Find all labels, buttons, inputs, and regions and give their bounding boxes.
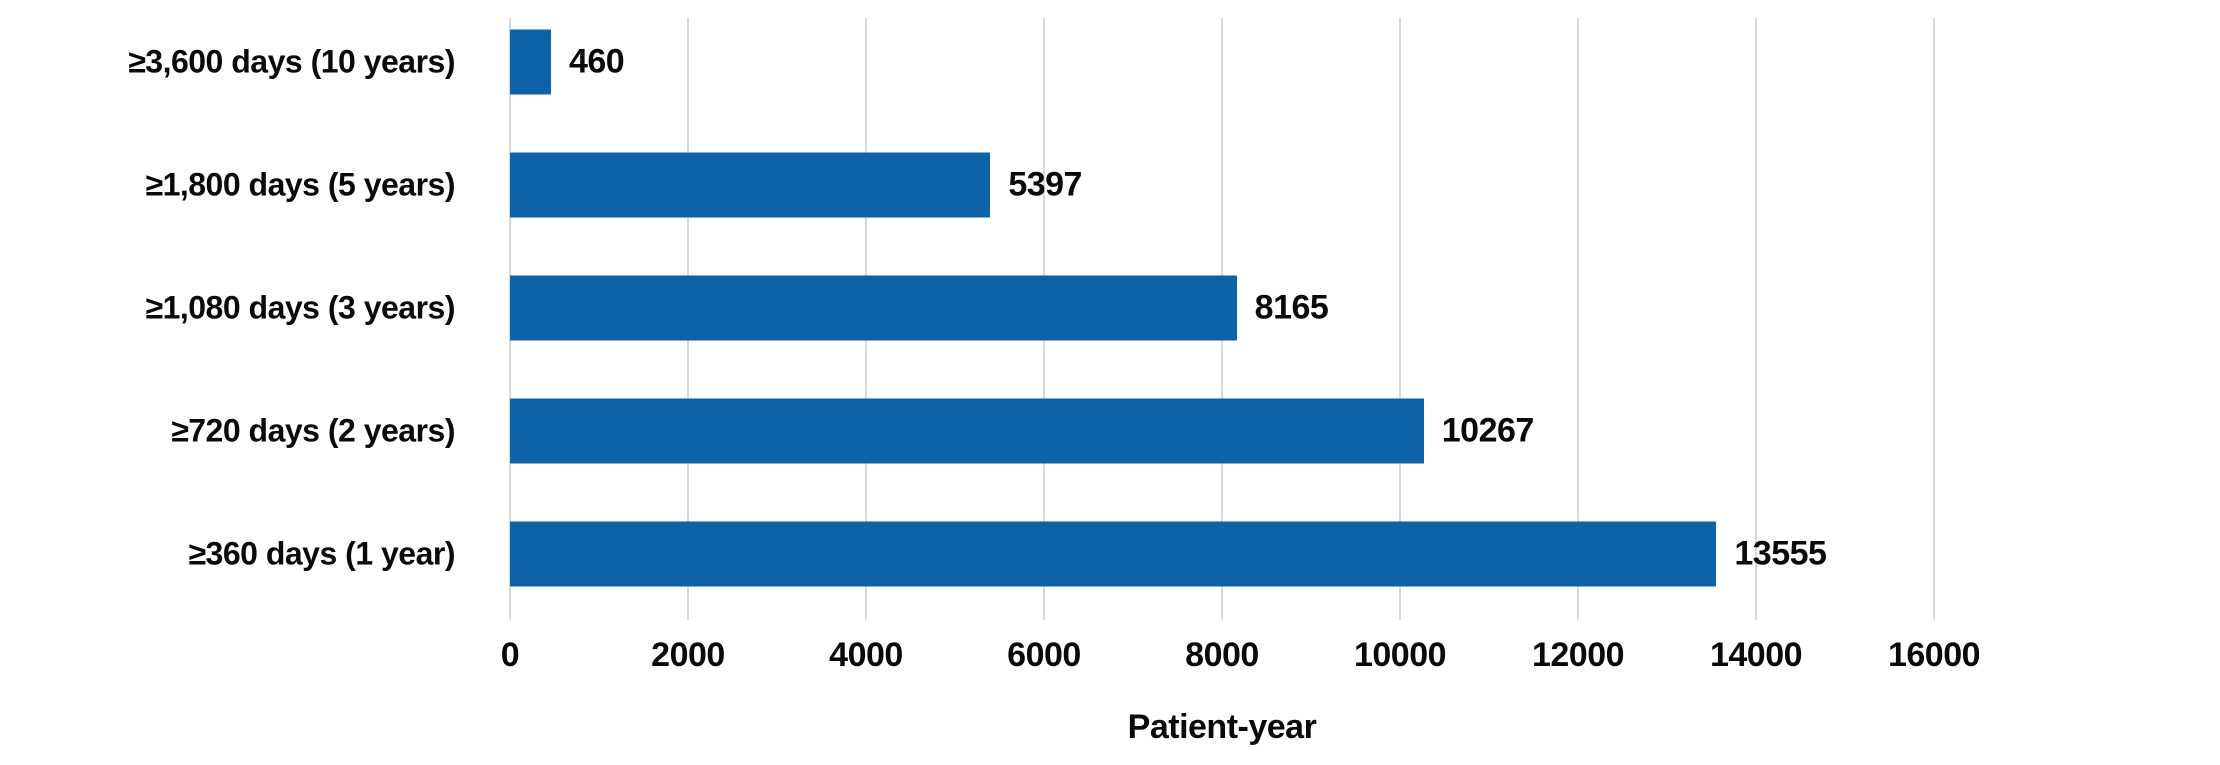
bar: [510, 152, 991, 217]
x-tick-label: 14000: [1709, 636, 1803, 674]
value-label: 13555: [1734, 534, 1827, 572]
x-axis-title: Patient-year: [1127, 708, 1317, 746]
x-tick-label: 0: [500, 636, 520, 674]
x-tick-label: 12000: [1531, 636, 1625, 674]
bar-row: ≥720 days (2 years) 10267: [0, 369, 2220, 492]
bar: [510, 521, 1717, 586]
x-tick-label: 8000: [1185, 636, 1259, 674]
bar-row: ≥1,800 days (5 years) 5397: [0, 123, 2220, 246]
x-tick-label: 6000: [1007, 636, 1081, 674]
bar-track: 13555: [510, 492, 1934, 615]
bar-row: ≥360 days (1 year) 13555: [0, 492, 2220, 615]
bar-track: 460: [510, 0, 1934, 123]
x-tick-label: 4000: [829, 636, 903, 674]
value-label: 8165: [1254, 288, 1329, 326]
x-tick-label: 16000: [1887, 636, 1981, 674]
bar-row: ≥1,080 days (3 years) 8165: [0, 246, 2220, 369]
category-label: ≥3,600 days (10 years): [128, 43, 455, 79]
value-label: 5397: [1008, 165, 1082, 203]
plot-area: ≥3,600 days (10 years) 460 ≥1,800 days (…: [0, 0, 2220, 615]
bar-track: 5397: [510, 123, 1934, 246]
category-label: ≥1,800 days (5 years): [145, 166, 456, 202]
bar-track: 8165: [510, 246, 1934, 369]
gridline: [1399, 18, 1401, 620]
gridline: [1577, 18, 1579, 620]
bar: [510, 398, 1424, 463]
bar-row: ≥3,600 days (10 years) 460: [0, 0, 2220, 123]
bar: [510, 275, 1237, 340]
gridline: [1755, 18, 1757, 620]
x-axis-tick-labels: 0 2000 4000 6000 8000 10000 12000 14000 …: [501, 636, 1981, 676]
bar: [510, 29, 551, 94]
x-tick-label: 2000: [651, 636, 725, 674]
category-label: ≥360 days (1 year): [188, 535, 455, 571]
bar-track: 10267: [510, 369, 1934, 492]
category-label: ≥1,080 days (3 years): [145, 289, 456, 325]
value-label: 460: [568, 42, 625, 80]
x-tick-label: 10000: [1353, 636, 1447, 674]
gridline: [1933, 18, 1935, 620]
value-label: 10267: [1441, 411, 1535, 449]
category-label: ≥720 days (2 years): [171, 412, 455, 448]
